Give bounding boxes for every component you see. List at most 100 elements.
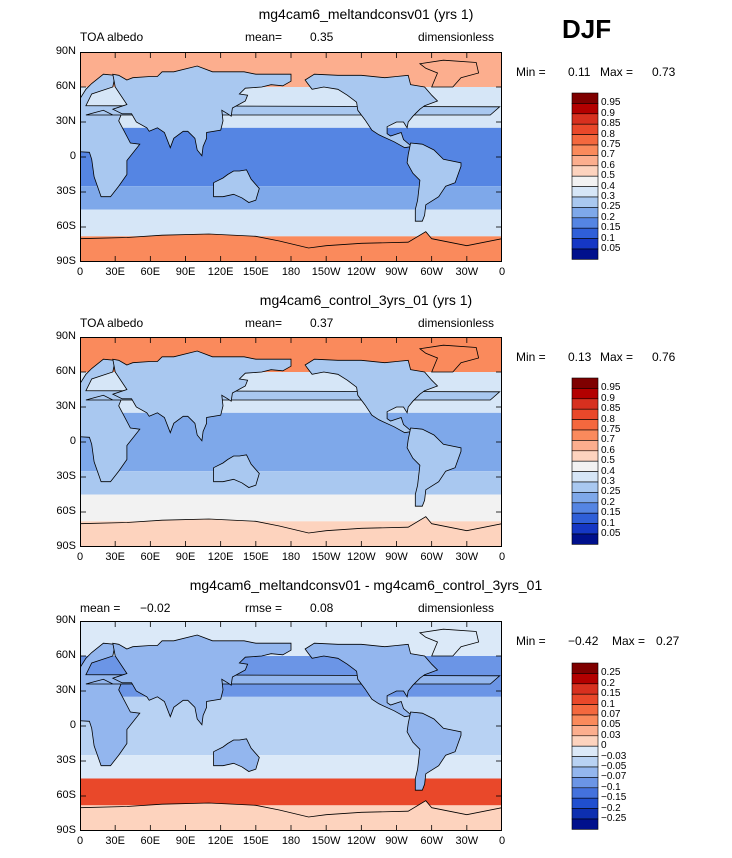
colorbar-swatches bbox=[571, 377, 599, 545]
lon-tick-label: 0 bbox=[76, 835, 84, 847]
lon-tick-label: 30E bbox=[105, 835, 125, 847]
colorbar-label: 0.85 bbox=[601, 403, 621, 415]
colorbar-label: 0.6 bbox=[601, 444, 615, 456]
colorbar-swatch bbox=[571, 725, 599, 737]
lon-tick-label: 120W bbox=[346, 266, 376, 278]
colorbar-swatch bbox=[571, 217, 599, 229]
lon-tick-label: 120E bbox=[207, 266, 234, 278]
panel3-rmse-label: rmse = bbox=[245, 601, 283, 615]
panel3-min-label: Min = bbox=[516, 634, 546, 648]
colorbar-label: 0.1 bbox=[601, 698, 615, 710]
colorbar-swatch bbox=[571, 408, 599, 420]
colorbar-swatch bbox=[571, 492, 599, 504]
panel1-variable-label: TOA albedo bbox=[80, 30, 144, 44]
lon-tick-label: 180 bbox=[281, 835, 301, 847]
lon-tick-label: 0 bbox=[498, 835, 506, 847]
colorbar-swatch bbox=[571, 398, 599, 410]
colorbar-swatch bbox=[571, 450, 599, 462]
colorbar-swatch bbox=[571, 766, 599, 778]
colorbar-swatch bbox=[571, 502, 599, 514]
colorbar-swatch bbox=[571, 196, 599, 208]
lat-tick-label: 60N bbox=[55, 80, 76, 92]
continent-north-america bbox=[304, 73, 439, 149]
continent-antarctica bbox=[80, 231, 502, 262]
colorbar-label: 0 bbox=[601, 740, 607, 752]
colorbar-label: −0.05 bbox=[601, 761, 627, 772]
lon-tick-label: 90E bbox=[175, 266, 196, 278]
colorbar-swatch bbox=[571, 704, 599, 716]
colorbar-swatch bbox=[571, 440, 599, 452]
colorbar-label: 0.7 bbox=[601, 434, 615, 446]
lon-tick-label: 150E bbox=[242, 835, 269, 847]
panel1-min-value: 0.11 bbox=[568, 65, 591, 79]
lon-tick-label: 30W bbox=[455, 266, 479, 278]
colorbar-label: 0.15 bbox=[601, 688, 621, 700]
lat-tick-label: 90S bbox=[56, 540, 76, 552]
colorbar-swatch bbox=[571, 175, 599, 187]
lat-tick-label: 60S bbox=[56, 789, 76, 801]
continent-greenland bbox=[418, 59, 480, 88]
colorbar-label: 0.8 bbox=[601, 413, 615, 425]
colorbar-swatch bbox=[571, 683, 599, 695]
colorbar-swatch bbox=[571, 808, 599, 820]
colorbar-swatch bbox=[571, 113, 599, 125]
colorbar-label: −0.2 bbox=[601, 802, 621, 814]
lat-tick-label: 90S bbox=[56, 255, 76, 267]
band-subtropics-south bbox=[80, 471, 502, 495]
panel2-mean-value: 0.37 bbox=[310, 316, 334, 330]
lon-tick-label: 90E bbox=[175, 551, 196, 563]
colorbar-swatch bbox=[571, 92, 599, 104]
continent-north-america bbox=[304, 358, 439, 434]
panel2-min-label: Min = bbox=[516, 350, 546, 364]
lat-tick-label: 0 bbox=[69, 435, 76, 447]
lon-tick-label: 90W bbox=[385, 835, 408, 847]
lon-tick-label: 150E bbox=[242, 551, 269, 563]
panel2-mean-label: mean= bbox=[245, 316, 283, 330]
lon-tick-label: 120W bbox=[346, 551, 376, 563]
panel2-variable-label: TOA albedo bbox=[80, 316, 144, 330]
panel1-map-svg bbox=[80, 52, 502, 262]
continent-europe-africa bbox=[80, 642, 501, 767]
panel2-max-value: 0.76 bbox=[652, 350, 676, 364]
panel3-rmse-value: 0.08 bbox=[310, 601, 334, 615]
colorbar-swatch bbox=[571, 735, 599, 747]
panel1-mean-label: mean= bbox=[245, 30, 283, 44]
colorbar-label: 0.1 bbox=[601, 517, 615, 529]
panel3-map-svg bbox=[80, 621, 502, 831]
continent-south-america bbox=[406, 142, 462, 222]
panel1-title: mg4cam6_meltandconsv01 (yrs 1) bbox=[258, 6, 474, 22]
lat-tick-label: 30S bbox=[56, 185, 76, 197]
continent-antarctica bbox=[80, 800, 502, 831]
continent-greenland bbox=[418, 344, 480, 373]
continent-asia bbox=[111, 65, 292, 157]
colorbar-label: 0.4 bbox=[601, 180, 615, 192]
colorbar-label: 0.25 bbox=[601, 667, 621, 679]
colorbar-label: 0.95 bbox=[601, 97, 621, 109]
colorbar-swatches bbox=[571, 662, 599, 830]
colorbar-label: 0.5 bbox=[601, 455, 615, 467]
panel1-mean-value: 0.35 bbox=[310, 30, 334, 44]
panel1-max-label: Max = bbox=[600, 65, 634, 79]
lat-tick-label: 30S bbox=[56, 754, 76, 766]
colorbar-label: 0.3 bbox=[601, 191, 615, 202]
colorbar-swatch bbox=[571, 429, 599, 441]
lon-tick-label: 120E bbox=[207, 835, 234, 847]
colorbar-label: 0.05 bbox=[601, 719, 621, 731]
panel2-min-value: 0.13 bbox=[568, 350, 592, 364]
continent-north-america bbox=[304, 642, 439, 718]
panel3-units-label: dimensionless bbox=[418, 601, 495, 615]
panel3-mean-label: mean = bbox=[80, 601, 121, 615]
colorbar-label: −0.1 bbox=[601, 781, 621, 793]
colorbar-swatch bbox=[571, 471, 599, 483]
colorbar-label: 0.2 bbox=[601, 496, 615, 508]
colorbar-swatch bbox=[571, 207, 599, 219]
colorbar-label: 0.1 bbox=[601, 232, 615, 244]
panel1-units-label: dimensionless bbox=[418, 30, 495, 44]
colorbar-label: −0.25 bbox=[601, 813, 627, 824]
colorbar-swatch bbox=[571, 787, 599, 799]
colorbar-label: 0.4 bbox=[601, 465, 615, 477]
colorbar-swatch bbox=[571, 460, 599, 472]
colorbar-swatch bbox=[571, 123, 599, 135]
lon-tick-label: 90E bbox=[175, 835, 196, 847]
lat-tick-label: 30N bbox=[55, 400, 76, 412]
